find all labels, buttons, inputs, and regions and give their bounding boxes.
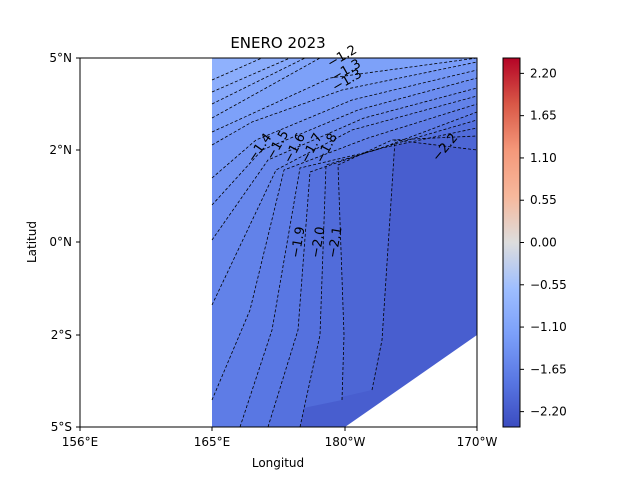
plot-area: [80, 58, 477, 427]
contour-line-layer: [211, 58, 477, 427]
contour-line: [337, 135, 477, 401]
colorbar-tick-label: 0.55: [530, 193, 557, 207]
contour-line: [267, 119, 477, 427]
y-tick-label: 5°S: [51, 420, 72, 434]
y-tick-label: 0°N: [49, 235, 72, 249]
contour-line: [239, 111, 477, 427]
x-axis: 156°E 165°E 180°W 170°W Longitud: [62, 427, 498, 470]
contour-line: [211, 103, 477, 401]
x-axis-label: Longitud: [252, 456, 304, 470]
no-data-region: [80, 58, 212, 427]
colorbar-tick-label: −1.10: [530, 320, 567, 334]
contour-line: [211, 58, 306, 105]
contour-line: [211, 95, 477, 306]
colorbar-tick-label: 2.20: [530, 66, 557, 80]
y-axis: 5°N 2°N 0°N 2°S 5°S Latitud: [25, 51, 80, 434]
contour-label: −2.1: [325, 226, 345, 260]
x-tick-label: 156°E: [62, 435, 99, 449]
y-axis-label: Latitud: [25, 221, 39, 263]
colorbar-tick-label: −2.20: [530, 405, 567, 419]
colorbar: 2.20 1.65 1.10 0.55 0.00 −0.55 −1.10 −1.65 −2.20: [502, 57, 567, 428]
contour-line: [299, 127, 477, 427]
contour-line: [371, 139, 477, 391]
contour-label: −1.9: [288, 226, 308, 260]
x-tick-label: 165°E: [194, 435, 231, 449]
contour-fill-layer: [80, 58, 477, 427]
colorbar-bar: [502, 57, 521, 428]
y-tick-label: 5°N: [49, 51, 72, 65]
colorbar-ticks: 2.20 1.65 1.10 0.55 0.00 −0.55 −1.10 −1.65 −2.20: [520, 66, 567, 419]
contour-line: [211, 77, 477, 206]
chart-title: ENERO 2023: [230, 34, 325, 52]
y-tick-label: 2°N: [49, 143, 72, 157]
y-tick-label: 2°S: [51, 328, 72, 342]
contour-line: [211, 87, 477, 241]
colorbar-tick-label: 1.10: [530, 151, 557, 165]
x-tick-label: 180°W: [325, 435, 366, 449]
x-tick-label: 170°W: [457, 435, 498, 449]
colorbar-tick-label: 1.65: [530, 109, 557, 123]
colorbar-tick-label: −1.65: [530, 362, 567, 376]
contour-line: [211, 58, 263, 81]
contour-label-layer: −1.2−1.3−1.3−1.4−1.5−1.6−1.7−1.8−1.9 −2.0…: [245, 43, 461, 260]
contour-line: [211, 61, 477, 146]
contour-label: −2.0: [308, 226, 328, 260]
colorbar-tick-label: −0.55: [530, 278, 567, 292]
missing-data-region: [345, 335, 477, 427]
contour-line: [211, 69, 477, 179]
contour-line: [211, 58, 291, 93]
contour-line: [211, 58, 321, 119]
colorbar-tick-label: 0.00: [530, 236, 557, 250]
